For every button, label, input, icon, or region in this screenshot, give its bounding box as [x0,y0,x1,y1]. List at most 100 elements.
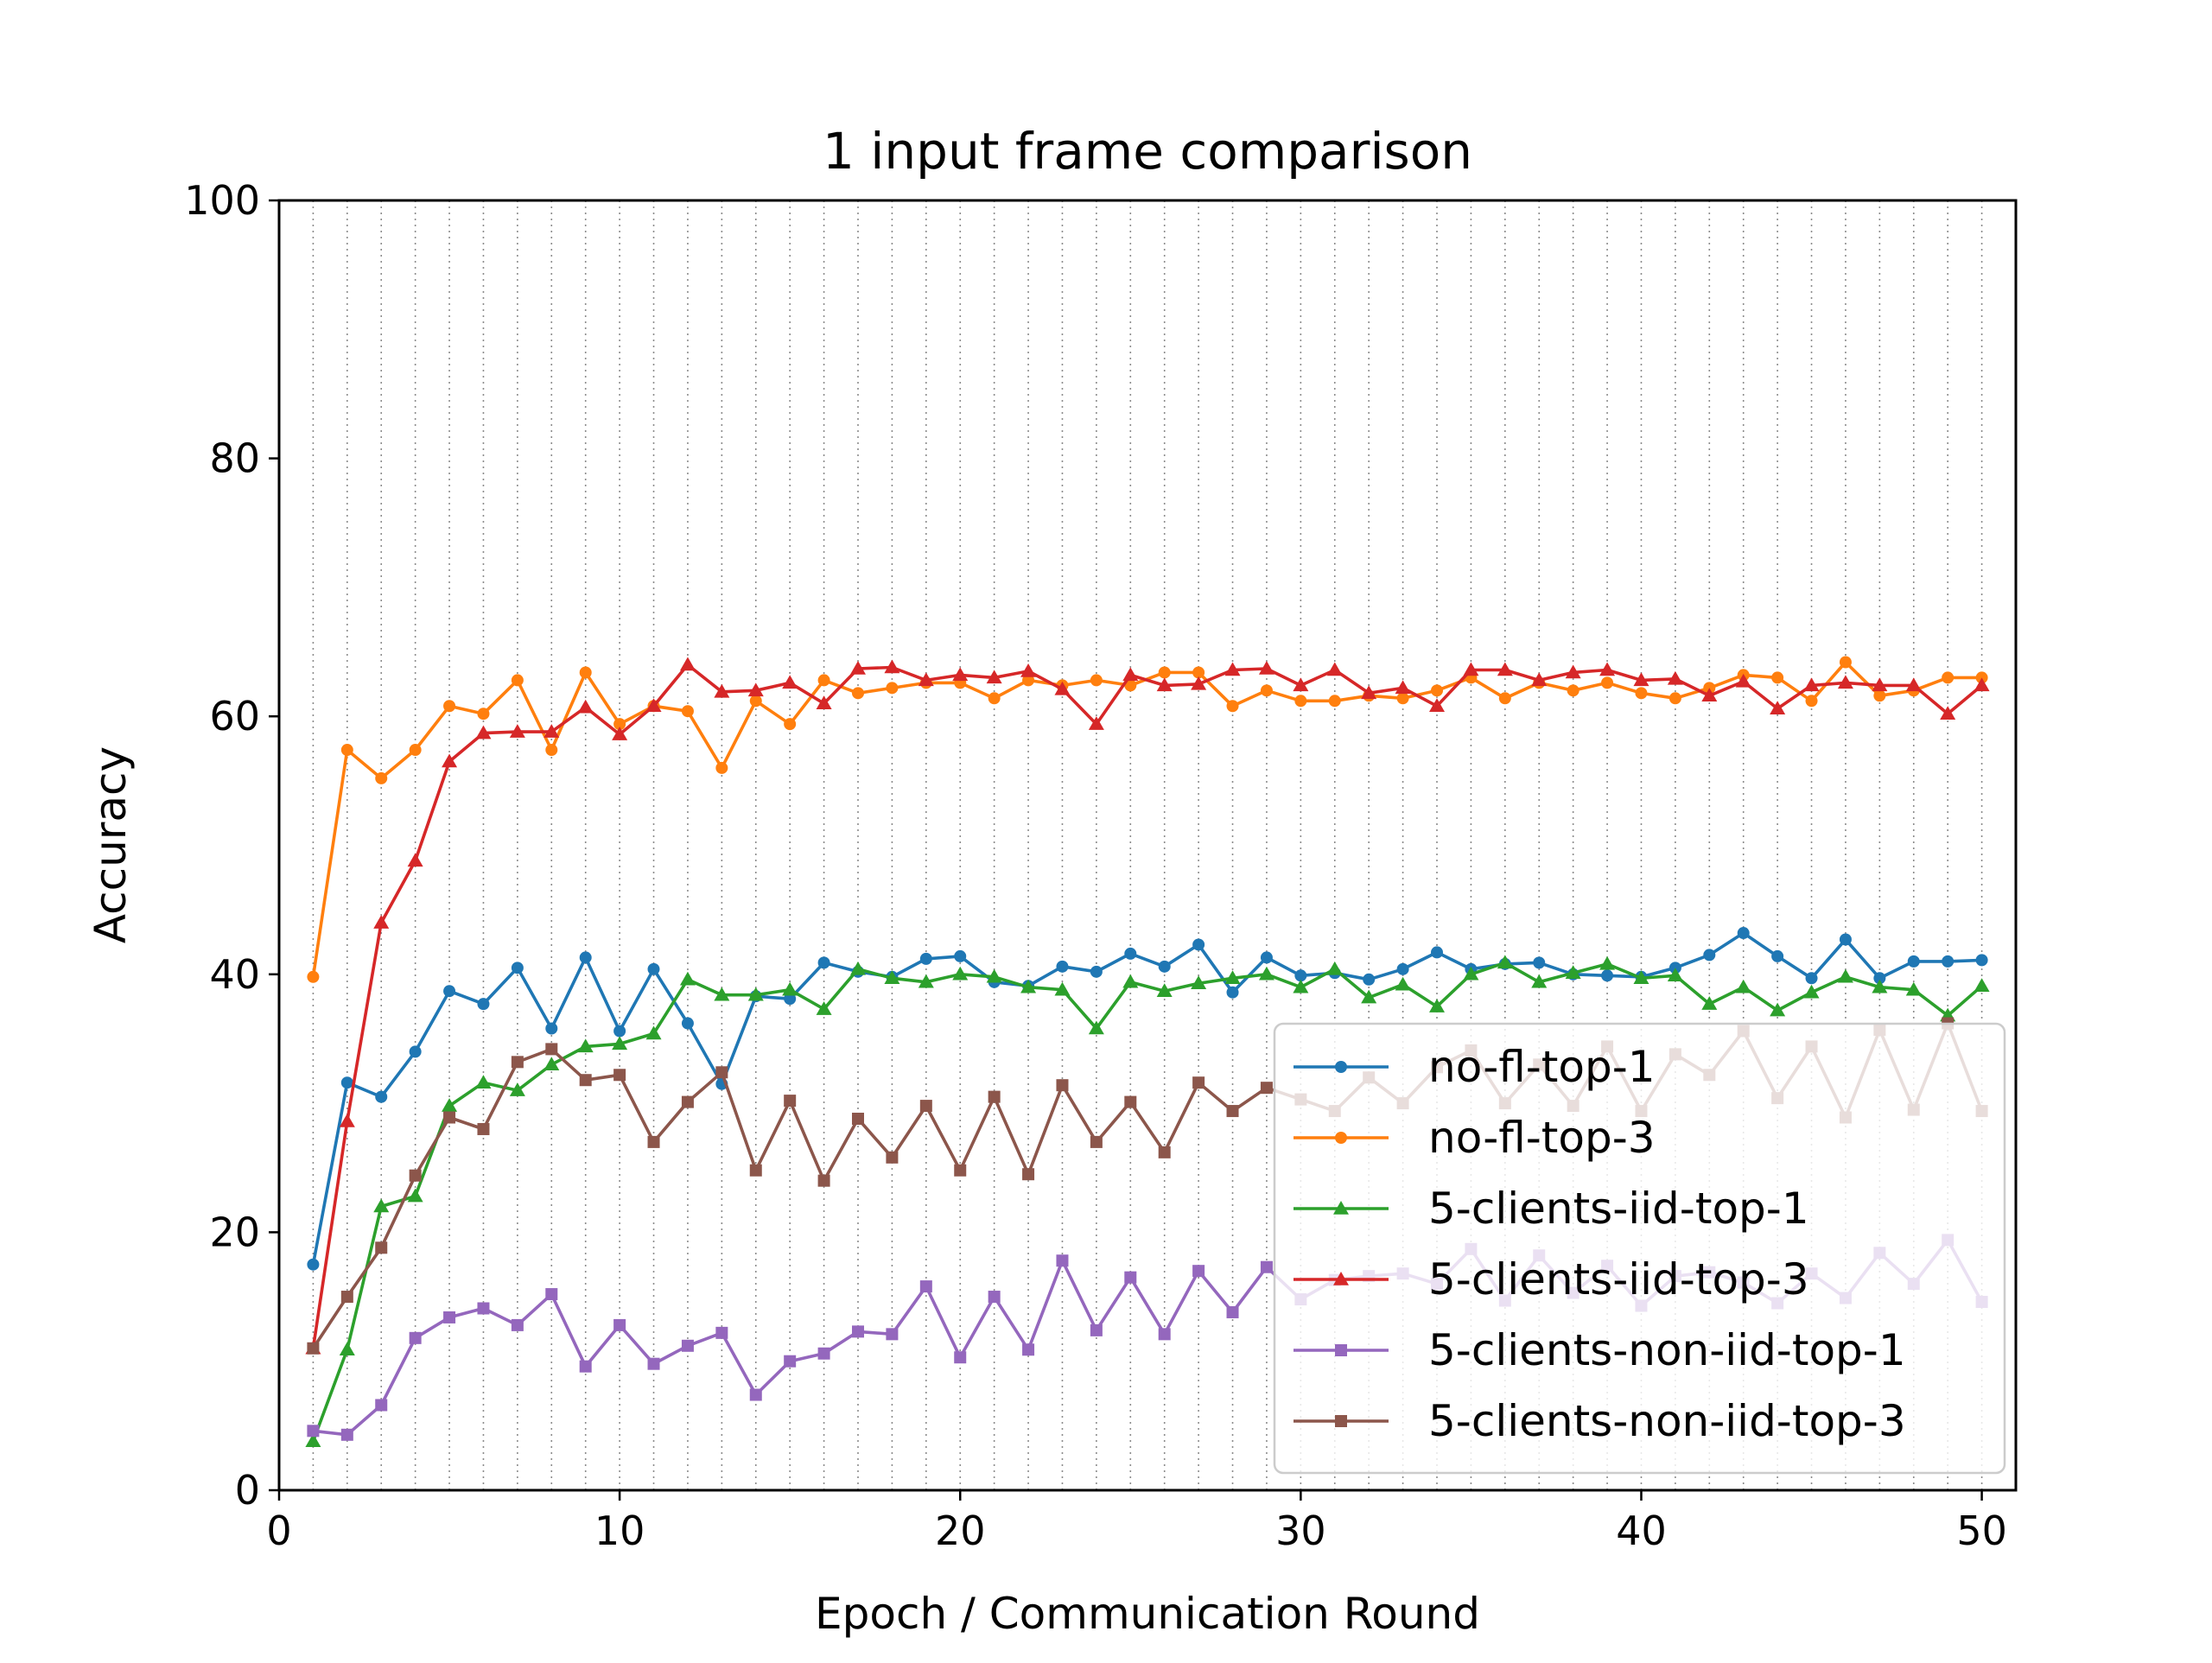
data-point [1226,986,1239,999]
legend-label: 5-clients-iid-top-3 [1428,1254,1809,1304]
data-point [1735,979,1751,993]
data-point [1701,688,1718,702]
data-point [954,1164,967,1177]
data-point [1022,674,1035,687]
data-point [375,771,388,784]
data-point [1942,671,1955,684]
data-point [1567,684,1580,697]
data-point [375,1241,388,1254]
data-point [1974,677,1990,692]
legend-item: 5-clients-non-iid-top-1 [1294,1325,1906,1375]
data-point [579,666,592,679]
data-point [1601,969,1614,982]
y-tick-label: 0 [235,1467,260,1514]
data-point [1905,981,1922,996]
data-point [1226,1305,1239,1318]
data-point [1396,962,1409,975]
legend: no-fl-top-1 no-fl-top-3 5-clients-iid-top-… [1273,1022,2006,1475]
data-point [1429,698,1445,713]
data-point [1122,974,1139,988]
data-point [613,718,626,731]
data-point [1463,966,1479,981]
data-point [409,1169,422,1182]
y-tick-label: 20 [209,1209,260,1255]
data-point [1326,662,1343,676]
data-point [1974,978,1990,992]
data-point [511,674,524,687]
legend-swatch-marker [1335,1132,1347,1144]
y-tick-label: 80 [209,435,260,482]
data-point [715,761,728,774]
y-tick-label: 100 [184,177,260,224]
data-point [475,725,492,739]
legend-swatch-marker [1333,1201,1349,1215]
data-point [407,853,423,867]
legend-swatch-marker [1335,1344,1347,1356]
data-point [511,962,524,974]
data-point [784,993,797,1006]
data-point [511,1318,524,1331]
data-point [715,1066,728,1079]
data-point [1872,979,1888,993]
data-point [918,672,934,687]
data-point [1294,695,1307,708]
data-point [817,674,830,687]
legend-item: no-fl-top-3 [1294,1113,1656,1163]
data-point [1192,1076,1205,1089]
data-point [1703,949,1716,962]
y-tick-label: 60 [209,693,260,739]
data-point [1599,662,1616,676]
series-no-fl-top-1 [307,927,1988,1271]
data-point [443,985,456,998]
data-point [954,949,967,962]
data-point [749,1164,762,1177]
data-point [1260,684,1273,697]
data-point [443,1111,456,1124]
data-point [1429,999,1445,1012]
data-point [1293,979,1309,993]
legend-label: 5-clients-non-iid-top-1 [1428,1325,1906,1375]
legend-label: no-fl-top-3 [1428,1113,1656,1163]
data-point [613,1069,626,1082]
data-point [1054,681,1071,695]
data-point [749,1388,762,1401]
data-point [1497,662,1513,676]
data-point [509,1082,525,1096]
data-point [1226,700,1239,713]
data-point [1873,689,1886,702]
data-point [714,987,730,1001]
data-point [1124,947,1137,960]
data-point [679,971,696,986]
data-point [612,1036,628,1050]
data-point [1837,675,1853,689]
data-point [1771,949,1784,962]
data-point [1396,692,1409,705]
data-point [1907,955,1920,968]
x-tick-label: 50 [1956,1507,2007,1554]
data-point [747,987,764,1001]
series-5-clients-iid-top-1 [305,955,1990,1448]
data-point [954,1351,967,1364]
x-tick-label: 40 [1616,1507,1667,1554]
data-point [1088,1020,1104,1035]
data-point [1905,677,1922,692]
data-point [511,1056,524,1069]
data-point [986,968,1002,983]
data-point [988,1090,1001,1103]
data-point [1805,695,1818,708]
data-point [747,682,764,697]
data-point [1599,955,1616,970]
data-point [1771,671,1784,684]
data-point [339,1342,355,1356]
data-point [1601,676,1614,689]
data-point [307,970,320,983]
data-point [679,657,696,671]
data-point [1192,1265,1205,1278]
legend-item: no-fl-top-1 [1294,1042,1656,1092]
data-point [1431,946,1443,959]
data-point [1260,951,1273,964]
data-point [1839,933,1852,946]
data-point [852,687,864,700]
data-point [543,724,560,738]
